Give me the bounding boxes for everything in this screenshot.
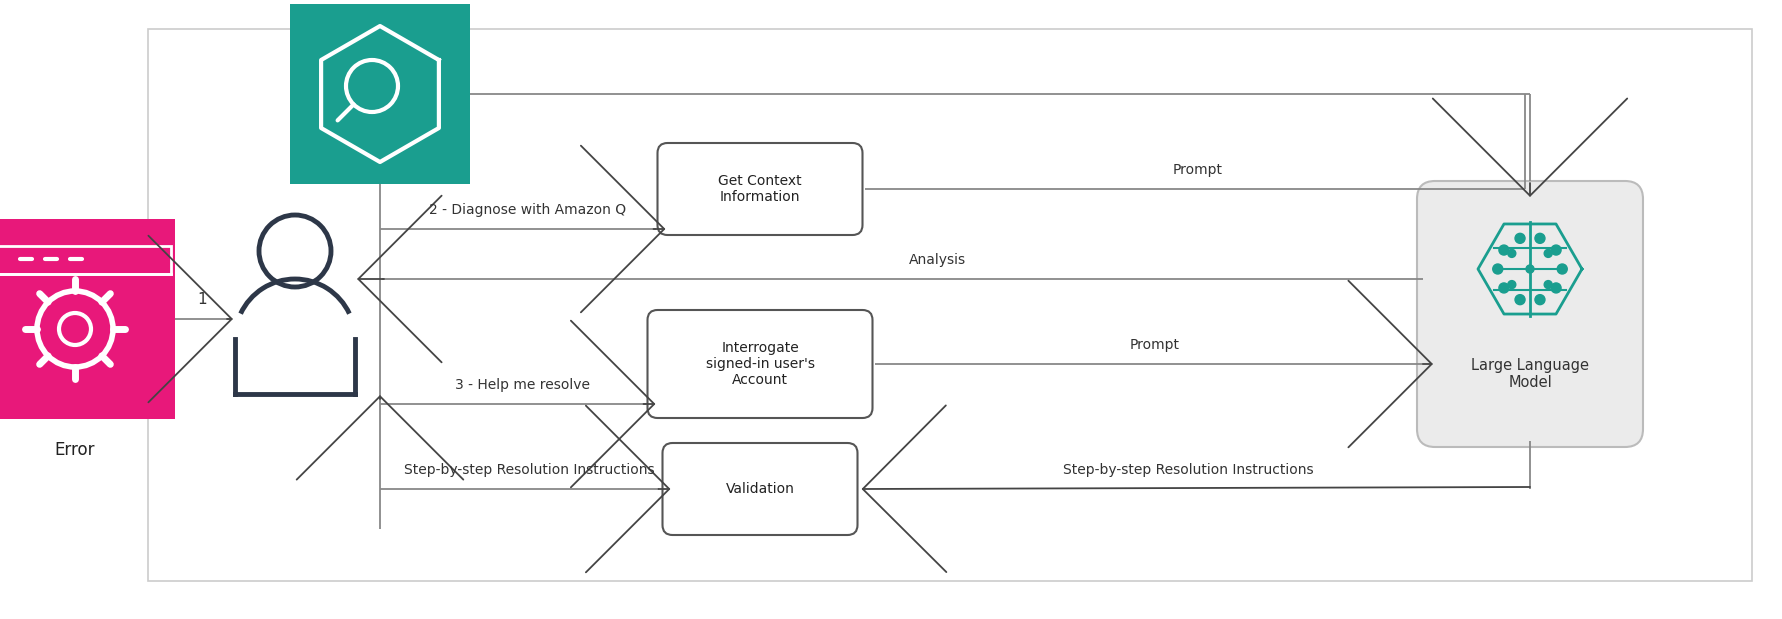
FancyBboxPatch shape	[647, 310, 873, 418]
Circle shape	[1545, 249, 1552, 258]
Circle shape	[1534, 233, 1545, 243]
Circle shape	[1545, 280, 1552, 288]
Text: Get Context
Information: Get Context Information	[718, 174, 802, 204]
Text: Interrogate
signed-in user's
Account: Interrogate signed-in user's Account	[706, 341, 814, 387]
Text: Large Language
Model: Large Language Model	[1470, 358, 1590, 390]
FancyBboxPatch shape	[148, 29, 1752, 581]
Text: Step-by-step Resolution Instructions: Step-by-step Resolution Instructions	[405, 463, 654, 477]
FancyBboxPatch shape	[663, 443, 857, 535]
Text: 3 - Help me resolve: 3 - Help me resolve	[454, 378, 590, 392]
Bar	[0, 246, 171, 274]
Text: Step-by-step Resolution Instructions: Step-by-step Resolution Instructions	[1064, 463, 1313, 477]
Text: Prompt: Prompt	[1173, 163, 1222, 177]
Circle shape	[1534, 295, 1545, 305]
Text: Analysis: Analysis	[909, 253, 966, 267]
FancyBboxPatch shape	[290, 4, 470, 184]
FancyBboxPatch shape	[658, 143, 862, 235]
Text: 1: 1	[198, 292, 207, 307]
Circle shape	[1508, 249, 1516, 258]
Text: 2 - Diagnose with Amazon Q: 2 - Diagnose with Amazon Q	[429, 203, 625, 217]
Circle shape	[1493, 264, 1502, 274]
Circle shape	[1499, 283, 1509, 293]
Circle shape	[1525, 265, 1534, 273]
Circle shape	[1515, 295, 1525, 305]
Circle shape	[1550, 245, 1561, 255]
Circle shape	[1515, 233, 1525, 243]
Circle shape	[1550, 283, 1561, 293]
Text: Validation: Validation	[725, 482, 795, 496]
Circle shape	[1499, 245, 1509, 255]
Circle shape	[1508, 280, 1516, 288]
FancyBboxPatch shape	[0, 219, 175, 419]
Text: Error: Error	[55, 441, 94, 459]
Circle shape	[1557, 264, 1566, 274]
FancyBboxPatch shape	[1417, 181, 1643, 447]
Text: Prompt: Prompt	[1130, 338, 1180, 352]
